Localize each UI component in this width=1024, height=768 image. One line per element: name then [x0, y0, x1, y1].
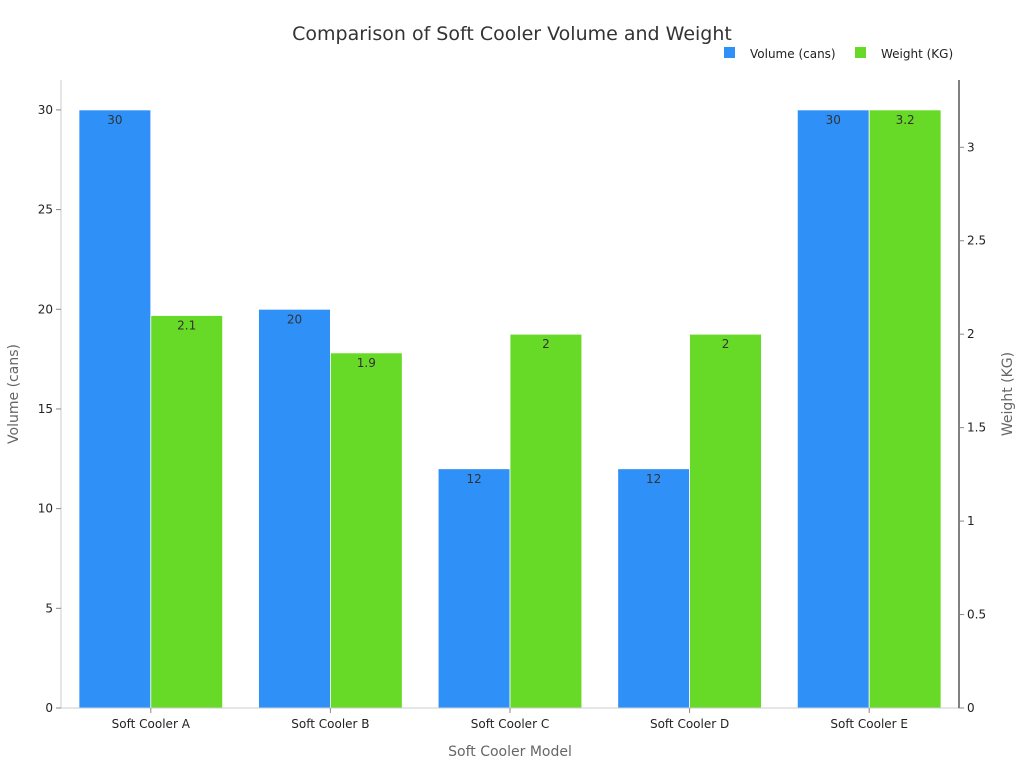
axes: 0 5 10 15 20 25 30 0 0.5 1 1.5 2 2.5 3 Soft Cooler A So…	[38, 80, 986, 731]
left-axis-label: Volume (cans)	[6, 344, 22, 444]
legend: Volume (cans) Weight (KG)	[724, 47, 953, 61]
data-label: 3.2	[896, 113, 915, 127]
right-tick-label: 1	[967, 514, 975, 528]
data-label: 12	[646, 472, 661, 486]
bar-volume-4	[796, 109, 870, 709]
bar-weight-3	[689, 333, 762, 709]
left-tick-label: 0	[45, 701, 53, 715]
bar-weight-4	[868, 109, 942, 709]
right-tick-label: 0.5	[967, 608, 986, 622]
x-tick-label: Soft Cooler C	[471, 717, 549, 731]
left-tick-label: 25	[38, 203, 53, 217]
bar-weight-2	[509, 333, 583, 709]
left-tick-label: 5	[45, 601, 53, 615]
data-label: 2	[542, 337, 550, 351]
left-tick-label: 10	[38, 502, 53, 516]
data-label: 20	[287, 312, 302, 326]
legend-swatch	[855, 47, 866, 58]
bars: 30 20 12 12 30 2.1 1.9 2 2 3.2	[78, 109, 942, 709]
right-tick-label: 2.5	[967, 234, 986, 248]
chart-title: Comparison of Soft Cooler Volume and Wei…	[292, 23, 732, 45]
bar-volume-1	[258, 308, 331, 709]
left-tick-label: 20	[38, 302, 53, 316]
data-label: 1.9	[357, 356, 376, 370]
legend-swatch	[724, 47, 735, 58]
x-tick-label: Soft Cooler A	[112, 717, 191, 731]
x-tick-label: Soft Cooler E	[830, 717, 908, 731]
bar-weight-0	[150, 315, 224, 709]
right-tick-label: 1.5	[967, 421, 986, 435]
data-label: 2	[722, 337, 730, 351]
bar-volume-3	[617, 468, 691, 709]
right-axis-label: Weight (KG)	[1000, 352, 1016, 436]
x-tick-label: Soft Cooler D	[650, 717, 729, 731]
data-label: 30	[107, 113, 122, 127]
x-tick-label: Soft Cooler B	[291, 717, 369, 731]
x-axis-label: Soft Cooler Model	[448, 744, 572, 760]
left-tick-label: 30	[38, 103, 53, 117]
data-label: 30	[826, 113, 841, 127]
right-tick-label: 3	[967, 140, 975, 154]
right-tick-label: 0	[967, 701, 975, 715]
left-tick-label: 15	[38, 402, 53, 416]
data-label: 12	[466, 472, 481, 486]
bar-weight-1	[329, 352, 403, 709]
legend-label: Volume (cans)	[750, 47, 836, 61]
bar-volume-0	[78, 109, 152, 709]
legend-label: Weight (KG)	[881, 47, 953, 61]
right-tick-label: 2	[967, 327, 975, 341]
bar-volume-2	[437, 468, 511, 709]
data-label: 2.1	[177, 319, 196, 333]
